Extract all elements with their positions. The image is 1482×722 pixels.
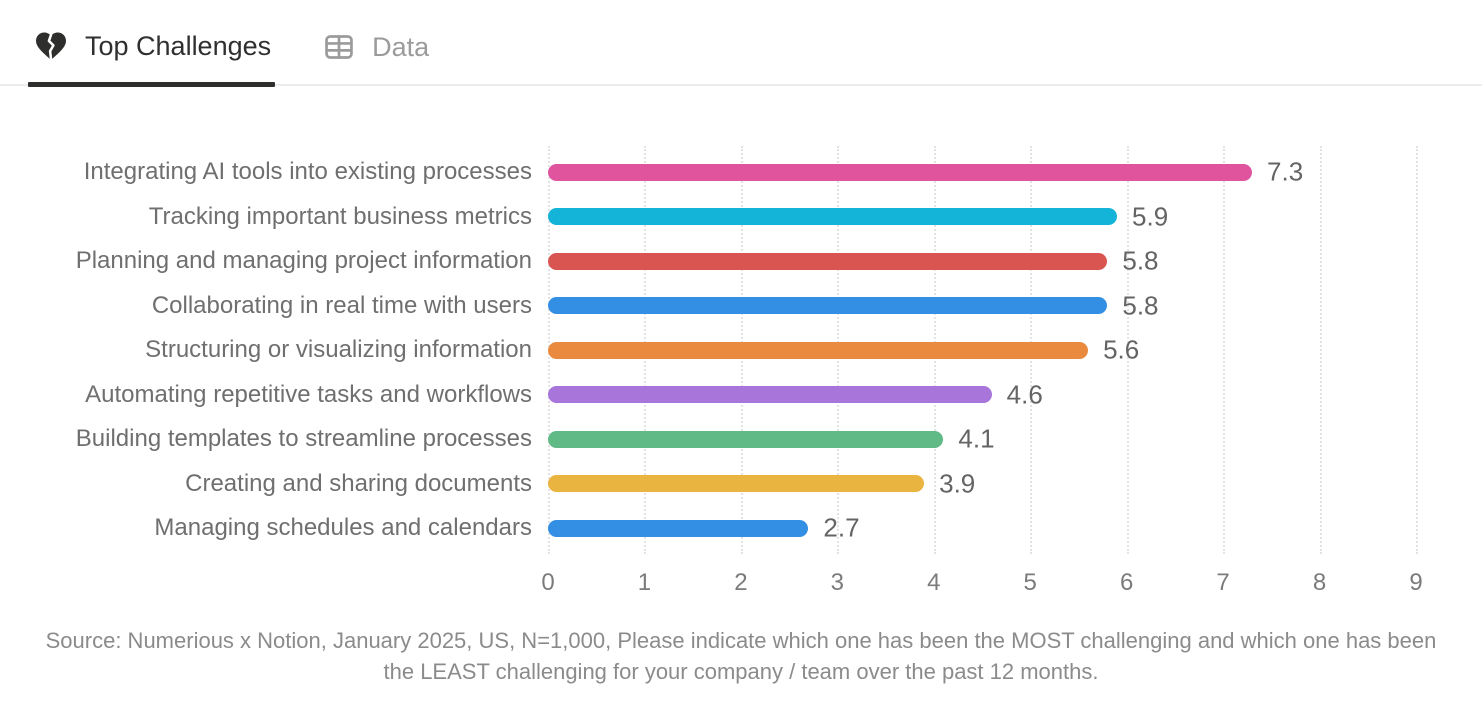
gridline <box>1126 146 1129 554</box>
tab-bar: Top Challenges Data <box>0 0 1482 87</box>
chart-row: Managing schedules and calendars 2.7 <box>0 506 1482 551</box>
value-label: 4.6 <box>1006 379 1043 410</box>
category-label: Tracking important business metrics <box>148 202 532 230</box>
x-axis: 0 1 2 3 4 5 6 7 8 9 <box>541 551 1422 599</box>
chart-rows: Integrating AI tools into existing proce… <box>0 150 1482 551</box>
tab-label: Data <box>372 31 430 62</box>
x-tick-label: 3 <box>830 568 845 596</box>
chart-row: Creating and sharing documents 3.9 <box>0 462 1482 507</box>
tab-data[interactable]: Data <box>319 24 431 84</box>
x-tick-label: 0 <box>541 568 555 596</box>
category-label: Building templates to streamline process… <box>75 425 532 453</box>
bar[interactable] <box>548 519 809 537</box>
bar[interactable] <box>548 163 1253 181</box>
x-tick-label: 6 <box>1119 568 1134 596</box>
value-label: 2.7 <box>823 512 860 543</box>
bar-track: 4.6 <box>548 373 1416 418</box>
category-label: Automating repetitive tasks and workflow… <box>85 380 532 408</box>
bar-track: 2.7 <box>548 506 1416 551</box>
gridline <box>1223 146 1226 554</box>
chart-row: Building templates to streamline process… <box>0 417 1482 462</box>
x-tick-label: 9 <box>1409 568 1423 596</box>
tab-top-challenges[interactable]: Top Challenges <box>27 22 276 87</box>
chart-row: Integrating AI tools into existing proce… <box>0 150 1482 195</box>
bar-track: 5.6 <box>548 328 1416 373</box>
gridline <box>1416 146 1418 554</box>
table-icon <box>321 30 357 64</box>
x-tick-label: 4 <box>927 568 941 596</box>
chart-row: Planning and managing project informatio… <box>0 239 1482 284</box>
value-label: 3.9 <box>939 468 976 499</box>
value-label: 5.9 <box>1132 201 1169 232</box>
bar-track: 4.1 <box>548 417 1416 462</box>
value-label: 5.8 <box>1122 290 1159 321</box>
tab-label: Top Challenges <box>85 30 272 61</box>
gridline <box>1319 146 1322 554</box>
bar-track: 5.8 <box>548 239 1416 284</box>
bar[interactable] <box>548 430 944 448</box>
broken-heart-icon <box>32 28 70 64</box>
bar[interactable] <box>548 386 992 404</box>
bar-chart: Integrating AI tools into existing proce… <box>0 146 1482 599</box>
x-tick-label: 7 <box>1216 568 1230 596</box>
bar-track: 5.9 <box>548 195 1416 240</box>
value-label: 7.3 <box>1267 156 1304 187</box>
bar[interactable] <box>548 297 1108 315</box>
category-label: Creating and sharing documents <box>185 469 532 497</box>
category-label: Structuring or visualizing information <box>145 336 532 364</box>
x-tick-label: 5 <box>1023 568 1037 596</box>
bar[interactable] <box>548 208 1118 226</box>
chart-row: Structuring or visualizing information 5… <box>0 328 1482 373</box>
category-label: Managing schedules and calendars <box>154 514 532 542</box>
chart-row: Tracking important business metrics 5.9 <box>0 195 1482 240</box>
chart-row: Collaborating in real time with users 5.… <box>0 284 1482 329</box>
bar-track: 7.3 <box>548 150 1416 195</box>
x-tick-label: 8 <box>1312 568 1327 596</box>
category-label: Integrating AI tools into existing proce… <box>83 158 532 186</box>
category-label: Collaborating in real time with users <box>151 291 532 319</box>
bar-track: 3.9 <box>548 462 1416 507</box>
chart-row: Automating repetitive tasks and workflow… <box>0 373 1482 418</box>
value-label: 5.8 <box>1122 245 1159 276</box>
value-label: 4.1 <box>958 423 995 454</box>
source-note: Source: Numerious x Notion, January 2025… <box>45 627 1437 684</box>
x-tick-label: 2 <box>734 568 748 596</box>
bar[interactable] <box>548 252 1108 270</box>
x-tick-label: 1 <box>637 568 652 596</box>
bar[interactable] <box>548 475 925 493</box>
value-label: 5.6 <box>1103 334 1140 365</box>
bar[interactable] <box>548 341 1089 359</box>
category-label: Planning and managing project informatio… <box>75 247 532 275</box>
bar-track: 5.8 <box>548 284 1416 329</box>
